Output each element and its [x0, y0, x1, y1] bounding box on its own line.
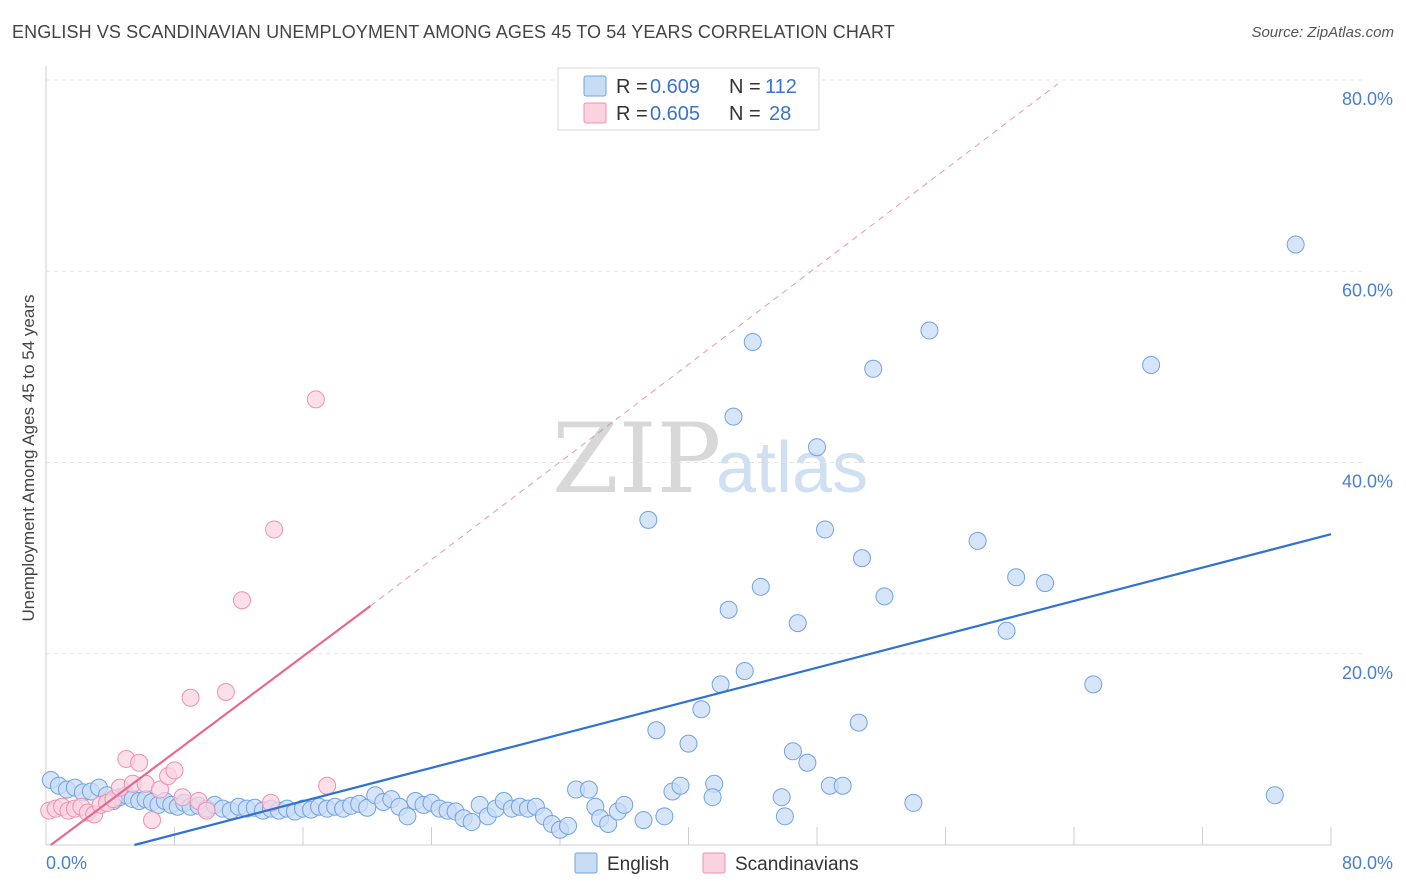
scandinavian-point	[151, 780, 170, 799]
scandinavian-n-label: N =	[729, 103, 761, 125]
english-legend-swatch	[574, 852, 598, 874]
scandinavian-point	[306, 390, 325, 409]
english-point	[679, 734, 698, 753]
watermark-zip: ZIP	[552, 403, 721, 515]
english-point	[772, 788, 791, 807]
gridlines	[46, 79, 1366, 655]
english-point	[751, 577, 770, 596]
scandinavian-points	[40, 390, 337, 830]
scandinavian-point	[216, 683, 235, 701]
scandinavian-n-value: 28	[769, 103, 791, 125]
english-point	[920, 321, 939, 340]
english-legend-label: English	[607, 854, 669, 875]
scandinavian-point	[318, 776, 337, 795]
english-point	[852, 549, 871, 568]
english-point	[1036, 573, 1055, 592]
source-credit: Source: ZipAtlas.com	[1251, 24, 1394, 41]
english-point	[1084, 675, 1103, 694]
english-point	[579, 780, 598, 799]
english-point	[816, 520, 835, 539]
scandinavian-trend-line	[50, 605, 372, 846]
english-point	[904, 793, 923, 812]
y-axis-label: Unemployment Among Ages 45 to 54 years	[19, 295, 38, 622]
english-point	[968, 531, 987, 550]
scandinavian-legend-swatch	[702, 852, 726, 874]
english-point	[864, 359, 883, 378]
english-swatch	[583, 75, 607, 97]
english-point	[743, 333, 762, 352]
english-point	[875, 587, 894, 606]
english-n-label: N =	[729, 76, 761, 98]
trend-lines	[50, 83, 1332, 847]
scandinavian-point	[261, 793, 280, 812]
english-point	[1142, 355, 1161, 374]
english-point	[997, 621, 1016, 640]
scandinavian-r-value: 0.605	[650, 103, 700, 125]
english-point	[798, 753, 817, 772]
english-point	[724, 407, 743, 426]
scandinavian-point	[130, 753, 149, 772]
english-point	[671, 776, 690, 795]
english-point	[788, 614, 807, 633]
scandinavian-point	[181, 688, 200, 707]
scandinavian-point	[265, 520, 284, 539]
english-point	[719, 600, 738, 619]
english-point	[1286, 235, 1305, 254]
english-r-label: R =	[616, 76, 648, 98]
english-point	[655, 807, 674, 826]
y-tick-labels: 20.0% 40.0% 60.0% 80.0%	[1342, 89, 1393, 683]
scandinavian-point	[173, 788, 192, 807]
x-tick-max: 80.0%	[1342, 853, 1393, 873]
english-points	[41, 235, 1305, 839]
english-point	[808, 438, 826, 457]
scandinavian-point	[197, 801, 216, 820]
english-point	[735, 661, 754, 680]
scandinavian-trend-extension	[370, 83, 1059, 607]
english-r-value: 0.609	[650, 76, 700, 98]
english-point	[775, 807, 794, 826]
english-point	[783, 742, 802, 761]
english-point	[692, 700, 711, 719]
y-tick-label: 60.0%	[1342, 280, 1393, 300]
scandinavian-swatch	[583, 102, 607, 124]
english-n-value: 112	[765, 76, 797, 98]
scandinavian-r-label: R =	[616, 103, 648, 125]
x-tick-min: 0.0%	[46, 853, 87, 873]
english-point	[639, 510, 658, 529]
scandinavian-point	[165, 761, 184, 780]
english-point	[599, 814, 618, 833]
english-point	[849, 713, 868, 732]
english-point	[833, 776, 852, 795]
y-tick-label: 80.0%	[1342, 89, 1393, 109]
english-point	[462, 813, 481, 832]
y-tick-label: 20.0%	[1342, 663, 1393, 683]
y-tick-label: 40.0%	[1342, 472, 1393, 492]
watermark-atlas: atlas	[716, 428, 868, 508]
chart-title: ENGLISH VS SCANDINAVIAN UNEMPLOYMENT AMO…	[12, 22, 895, 42]
english-point	[703, 788, 722, 807]
series-legend: English Scandinavians	[574, 852, 859, 875]
english-point	[559, 816, 578, 835]
english-point	[647, 721, 666, 740]
english-point	[398, 807, 417, 826]
english-trend-line	[134, 533, 1332, 847]
scandinavian-point	[143, 811, 162, 830]
english-point	[634, 811, 653, 830]
stats-legend: R = 0.609 N = 112 R = 0.605 N = 28	[557, 67, 820, 131]
scandinavian-point	[232, 591, 251, 610]
english-point	[1007, 568, 1026, 587]
english-point	[1265, 786, 1284, 805]
scandinavian-legend-label: Scandinavians	[735, 854, 859, 875]
english-point	[615, 795, 634, 814]
